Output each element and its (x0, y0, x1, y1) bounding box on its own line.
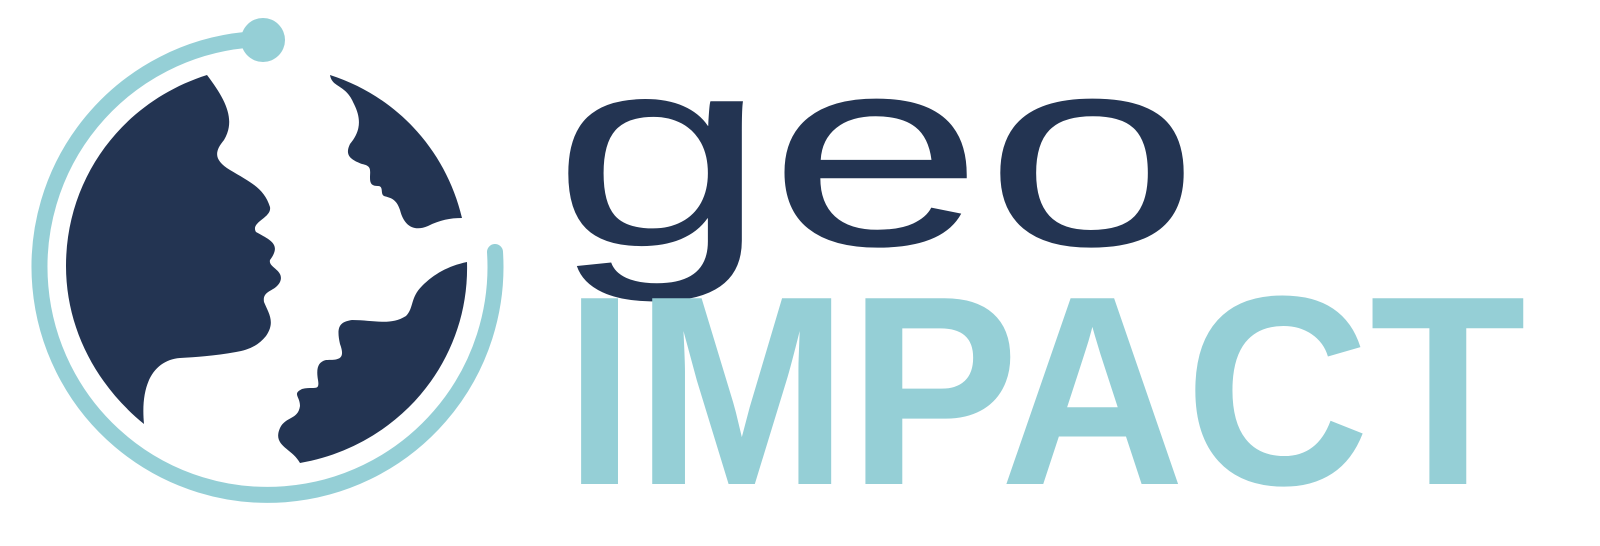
right-upper-profile-shape (330, 75, 462, 229)
wordmark-geo: geo (560, 0, 1200, 305)
orbit-ring-icon (31, 18, 504, 503)
wordmark-impact: IMPACT (564, 241, 1526, 542)
globe-with-facing-profiles-icon (31, 18, 504, 503)
left-profile-shape (66, 75, 281, 424)
wordmark: geo IMPACT (560, 0, 1526, 542)
right-lower-profile-shape (278, 262, 468, 463)
